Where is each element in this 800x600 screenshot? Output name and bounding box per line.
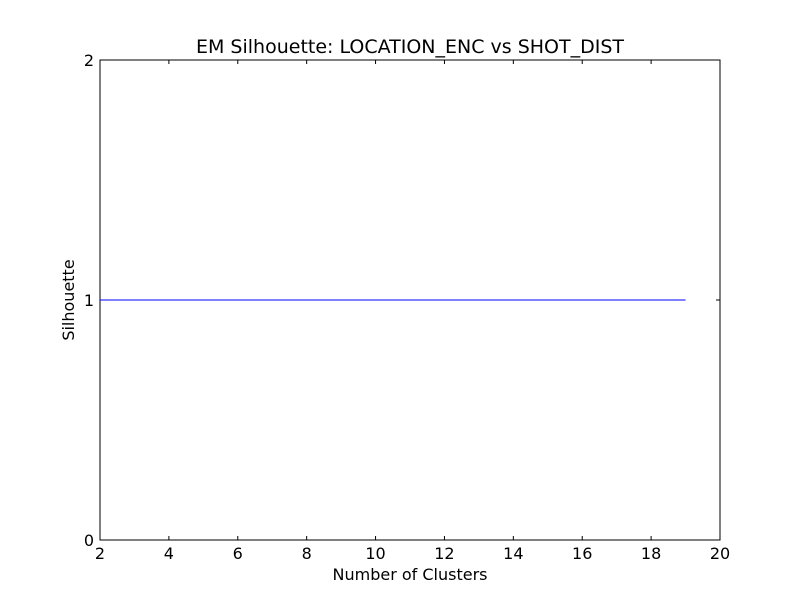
x-tick-label: 2 bbox=[95, 544, 105, 563]
x-axis-label: Number of Clusters bbox=[333, 565, 488, 584]
x-tick-label: 8 bbox=[302, 544, 312, 563]
y-tick-label: 1 bbox=[84, 291, 94, 310]
y-axis-label: Silhouette bbox=[59, 259, 78, 340]
y-tick-label: 2 bbox=[84, 51, 94, 70]
chart-title: EM Silhouette: LOCATION_ENC vs SHOT_DIST bbox=[196, 36, 624, 58]
x-tick-label: 6 bbox=[233, 544, 243, 563]
x-tick-label: 16 bbox=[572, 544, 592, 563]
x-tick-label: 20 bbox=[710, 544, 730, 563]
x-tick-label: 10 bbox=[365, 544, 385, 563]
y-tick-label: 0 bbox=[84, 531, 94, 550]
x-tick-label: 14 bbox=[503, 544, 523, 563]
x-tick-label: 12 bbox=[434, 544, 454, 563]
x-tick-label: 18 bbox=[641, 544, 661, 563]
x-tick-label: 4 bbox=[164, 544, 174, 563]
